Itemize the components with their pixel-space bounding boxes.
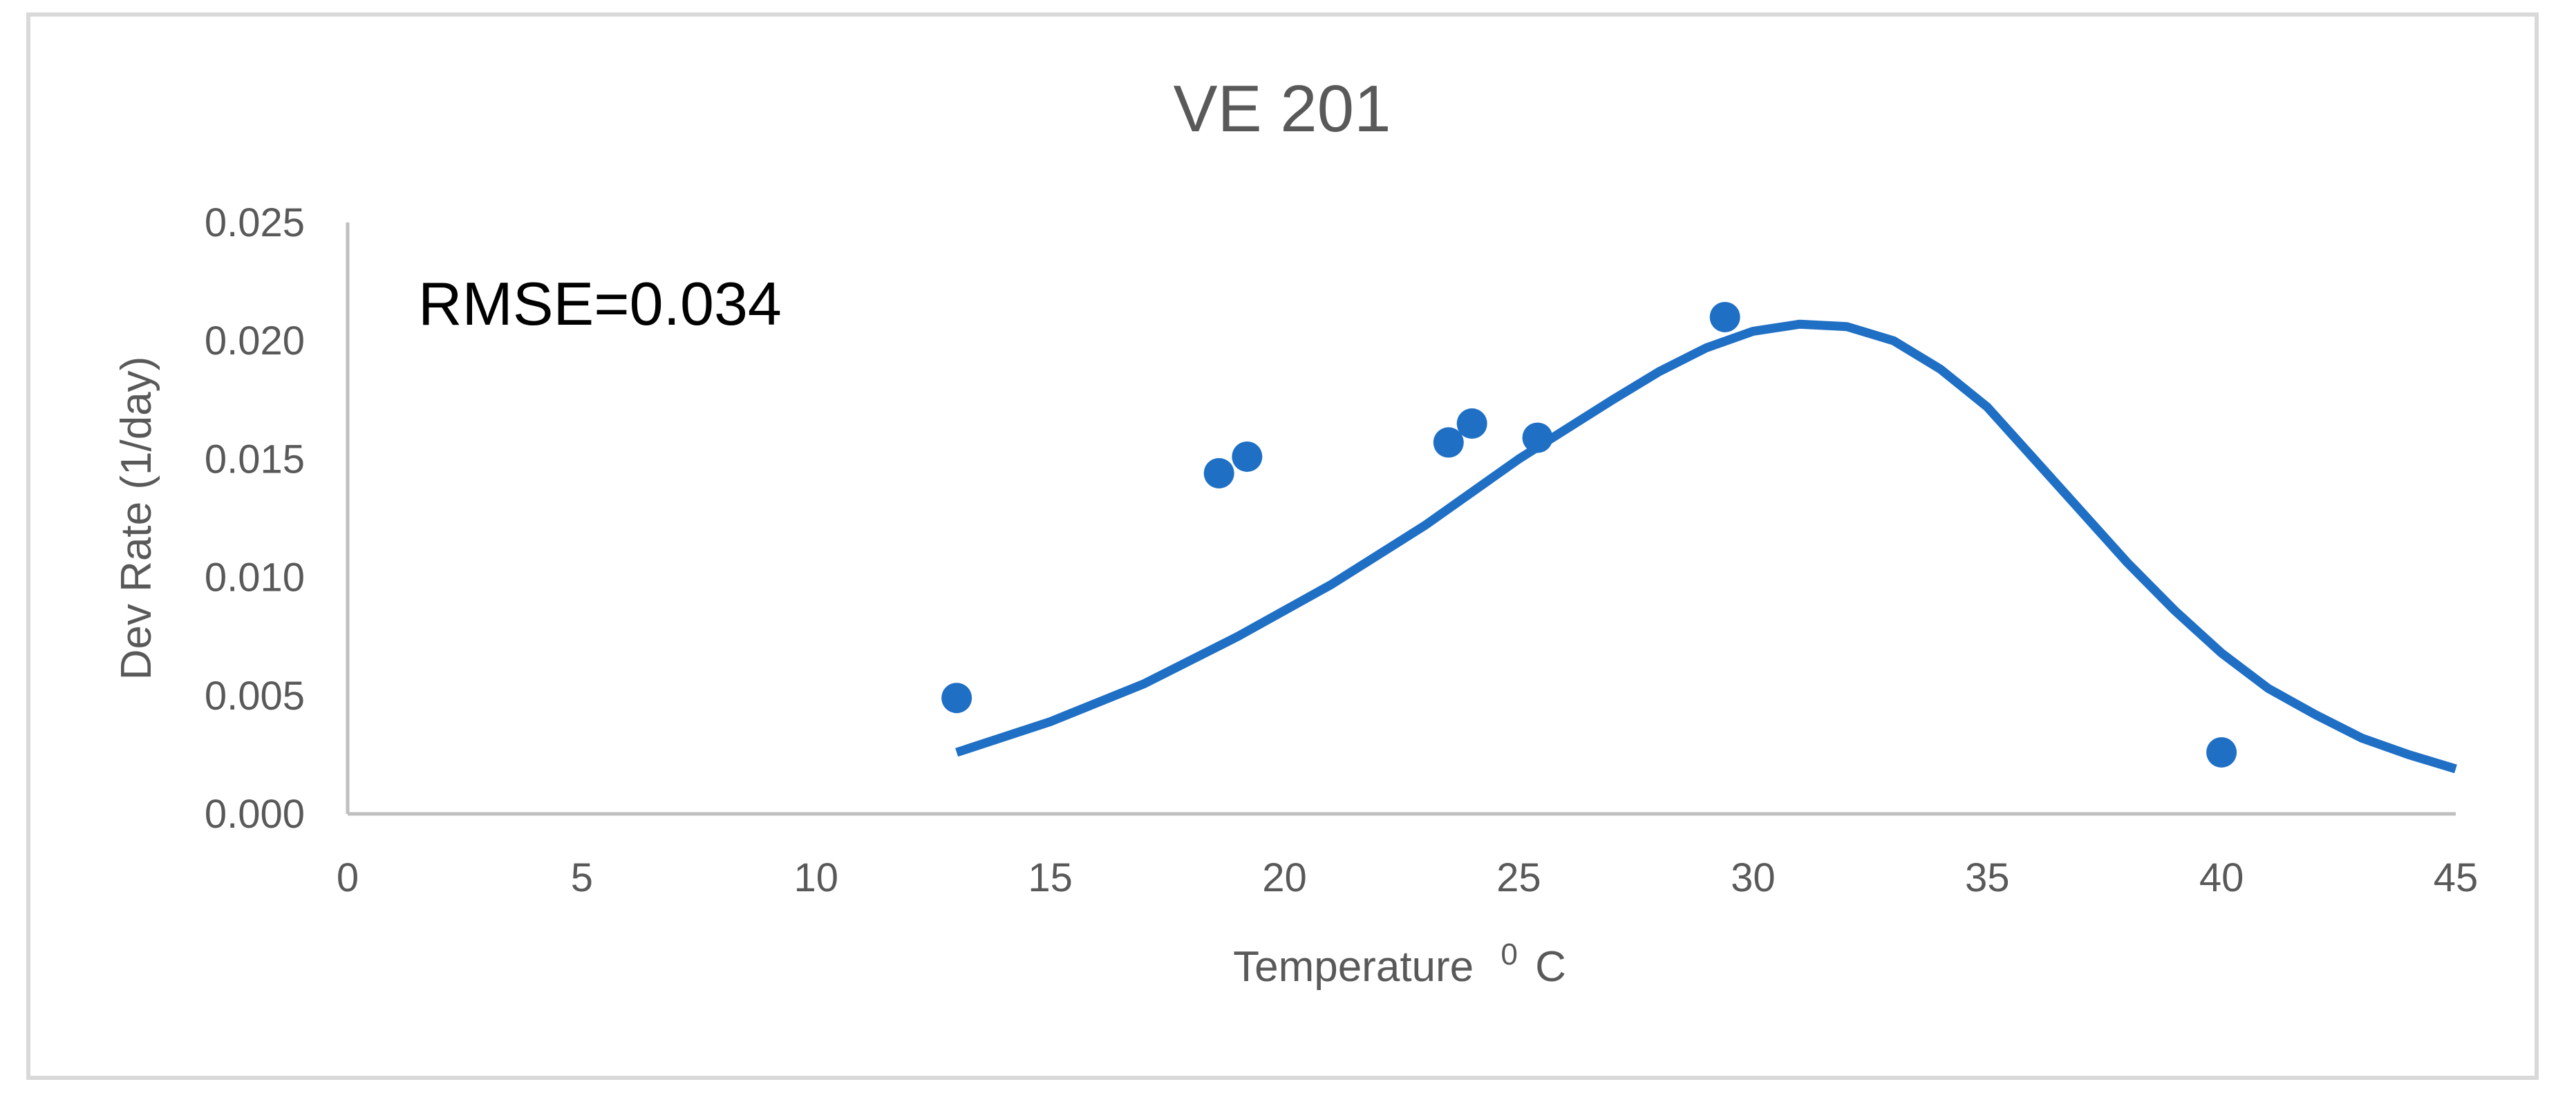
axes	[346, 222, 2456, 816]
observed-series	[941, 301, 2237, 768]
x-axis-title-unit: C	[1535, 943, 1566, 991]
model-curve-line	[955, 319, 2457, 774]
chart-title: VE 201	[1174, 72, 1391, 146]
x-tick-label: 30	[1731, 855, 1776, 900]
y-axis-title: Dev Rate (1/day)	[113, 357, 160, 681]
x-tick-label: 5	[571, 855, 593, 900]
y-tick-label: 0.025	[205, 200, 305, 245]
x-tick-label: 15	[1028, 855, 1073, 900]
y-tick-label: 0.020	[205, 319, 305, 363]
x-tick-label: 35	[1965, 855, 2010, 900]
x-axis-title-text: Temperature	[1233, 943, 1474, 991]
x-axis-title: Temperature 0 C	[1233, 927, 1566, 991]
y-tick-label: 0.015	[205, 437, 305, 482]
observed-point	[941, 683, 972, 714]
rmse-annotation: RMSE=0.034	[418, 269, 782, 338]
y-tick-label: 0.005	[205, 674, 305, 719]
x-axis-title-superscript: 0	[1501, 938, 1517, 971]
x-tick-labels: 0 5 10 15 20 25 30 35 40 45	[337, 855, 2478, 900]
x-tick-label: 40	[2199, 855, 2244, 900]
observed-point	[1456, 408, 1487, 439]
observed-point	[1709, 301, 1740, 332]
model-series	[955, 319, 2457, 774]
y-tick-label: 0.010	[205, 555, 305, 600]
observed-point	[1522, 422, 1553, 453]
observed-point	[1433, 427, 1464, 458]
observed-point	[1203, 457, 1234, 488]
chart-frame	[26, 12, 2539, 1080]
observed-point	[2206, 737, 2237, 768]
x-tick-label: 25	[1496, 855, 1541, 900]
x-tick-label: 10	[794, 855, 839, 900]
x-tick-label: 0	[337, 855, 359, 900]
x-tick-label: 20	[1262, 855, 1307, 900]
observed-point	[1232, 441, 1263, 472]
y-tick-label: 0.000	[205, 792, 305, 837]
x-tick-label: 45	[2434, 855, 2479, 900]
y-tick-labels: 0.000 0.005 0.010 0.015 0.020 0.025	[205, 200, 305, 837]
